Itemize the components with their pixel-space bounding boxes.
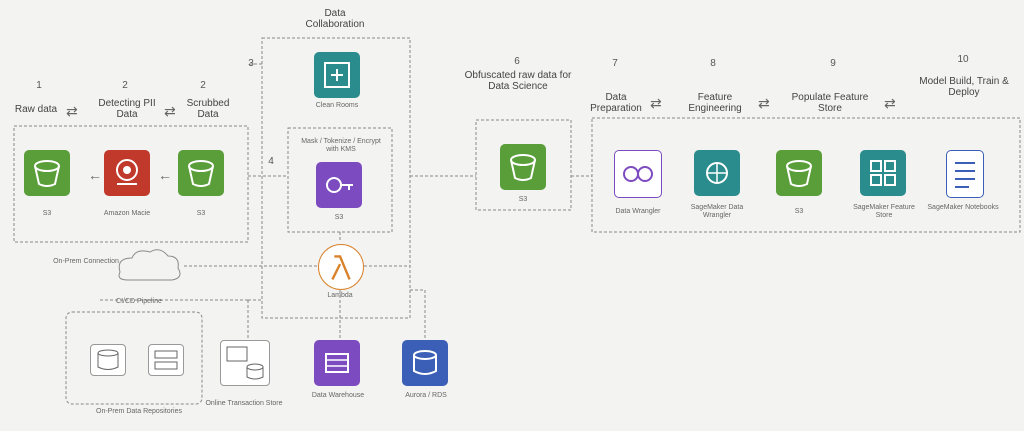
scrubbed-data-label: Scrubbed Data xyxy=(186,98,230,120)
cicd-label: CI/CD Pipeline xyxy=(116,298,162,305)
s3-fs-label: S3 xyxy=(794,208,804,215)
step-6-number: 6 xyxy=(514,56,520,67)
mask-note-label: Mask / Tokenize / Encrypt with KMS xyxy=(301,138,381,153)
clean-rooms-label: Clean Rooms xyxy=(315,102,359,109)
data-preparation-label: Data Preparation xyxy=(590,92,642,114)
s3-ds-icon xyxy=(500,144,546,190)
step-9-number: 9 xyxy=(830,58,836,69)
arrow-right-icon: ⇄ xyxy=(66,103,78,119)
s3-bucket-icon xyxy=(24,150,70,196)
transaction-store-icon xyxy=(220,340,270,386)
processing-label: SageMaker Data Wrangler xyxy=(690,204,744,219)
processing-icon xyxy=(694,150,740,196)
aurora-icon xyxy=(402,340,448,386)
arrow-right-icon: ⇄ xyxy=(758,95,770,111)
feature-store-icon xyxy=(860,150,906,196)
data-wrangler-label: Data Wrangler xyxy=(615,208,661,215)
on-prem-repos-label: On-Prem Data Repositories xyxy=(96,408,182,415)
step-7-number: 7 xyxy=(612,58,618,69)
s3-obf-label: S3 xyxy=(334,214,344,221)
data-wrangler-icon xyxy=(614,150,662,198)
feature-store-label-svc: SageMaker Feature Store xyxy=(853,204,915,219)
clean-rooms-icon xyxy=(314,52,360,98)
s3-left-label: S3 xyxy=(42,210,52,217)
arrow-right-icon: ⇄ xyxy=(884,95,896,111)
lambda-label: Lambda xyxy=(327,292,353,299)
data-warehouse-label: Data Warehouse xyxy=(311,392,365,399)
step-2b-number: 2 xyxy=(200,80,206,91)
server-icon xyxy=(148,344,184,376)
step-2-number: 2 xyxy=(122,80,128,91)
step-1-number: 1 xyxy=(36,80,42,91)
arrow-right-icon: ⇄ xyxy=(650,95,662,111)
feature-engineering-label: Feature Engineering xyxy=(688,92,742,114)
data-warehouse-icon xyxy=(314,340,360,386)
detecting-pii-label: Detecting PII Data xyxy=(98,98,156,120)
database-icon xyxy=(90,344,126,376)
step-8-number: 8 xyxy=(710,58,716,69)
raw-data-label: Raw data xyxy=(14,104,58,115)
kms-icon xyxy=(316,162,362,208)
arrow-left-icon: ← xyxy=(88,167,102,183)
macie-icon xyxy=(104,150,150,196)
arrow-left-icon: ← xyxy=(158,167,172,183)
s3-scrubbed-label: S3 xyxy=(196,210,206,217)
model-build-label: Model Build, Train & Deploy xyxy=(919,76,1009,98)
lambda-icon xyxy=(318,244,364,290)
aurora-label: Aurora / RDS xyxy=(405,392,447,399)
step-3-number: 3 xyxy=(248,58,254,69)
step-4-number: 4 xyxy=(268,156,274,167)
step-10-number: 10 xyxy=(957,54,969,65)
s3-fs-icon xyxy=(776,150,822,196)
obfuscated-data-label: Obfuscated raw data for Data Science xyxy=(464,70,572,92)
s3-ds-label: S3 xyxy=(518,196,528,203)
notebooks-label: SageMaker Notebooks xyxy=(927,204,999,211)
notebook-icon xyxy=(946,150,984,198)
feature-store-label: Populate Feature Store xyxy=(791,92,869,114)
macie-label: Amazon Macie xyxy=(103,210,151,217)
transaction-store-label: Online Transaction Store xyxy=(205,400,283,407)
on-prem-connection-label: On-Prem Connection xyxy=(53,258,119,265)
arrow-right-icon: ⇄ xyxy=(164,103,176,119)
s3-scrubbed-icon xyxy=(178,150,224,196)
data-collaboration-title: Data Collaboration xyxy=(305,8,365,30)
